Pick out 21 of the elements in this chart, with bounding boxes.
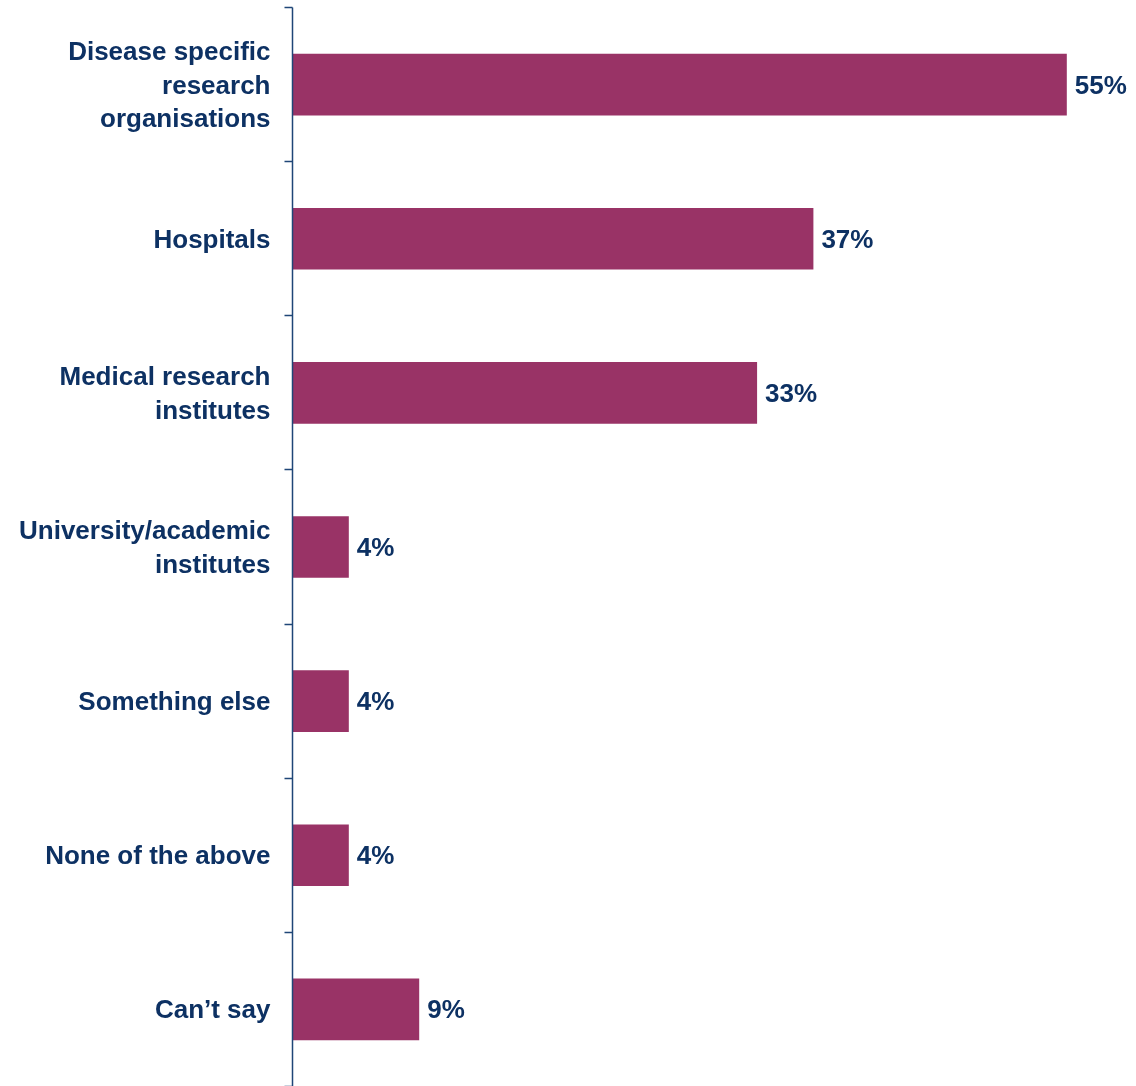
data-label: 37% (821, 223, 874, 254)
data-label: 4% (356, 532, 395, 562)
bar (292, 824, 349, 887)
data-label: 9% (427, 994, 465, 1025)
bar (292, 516, 349, 578)
y-tick-label: University/academic institutes (19, 515, 271, 579)
bar (292, 53, 1067, 116)
data-label: 55% (1074, 69, 1127, 100)
data-label: 33% (765, 377, 818, 408)
y-tick-label: Medical research institutes (59, 361, 271, 425)
data-label: 4% (356, 840, 395, 871)
data-label: 4% (356, 686, 395, 717)
bar (292, 670, 349, 732)
y-tick-label: None of the above (45, 840, 271, 871)
y-tick-label: Disease specific research organisations (68, 35, 271, 134)
bar (292, 978, 420, 1041)
y-tick-label: Hospitals (153, 223, 271, 254)
y-tick-label: Can’t say (154, 994, 272, 1025)
bar (292, 207, 814, 270)
bar (292, 362, 758, 424)
y-tick-label: Something else (78, 686, 271, 717)
